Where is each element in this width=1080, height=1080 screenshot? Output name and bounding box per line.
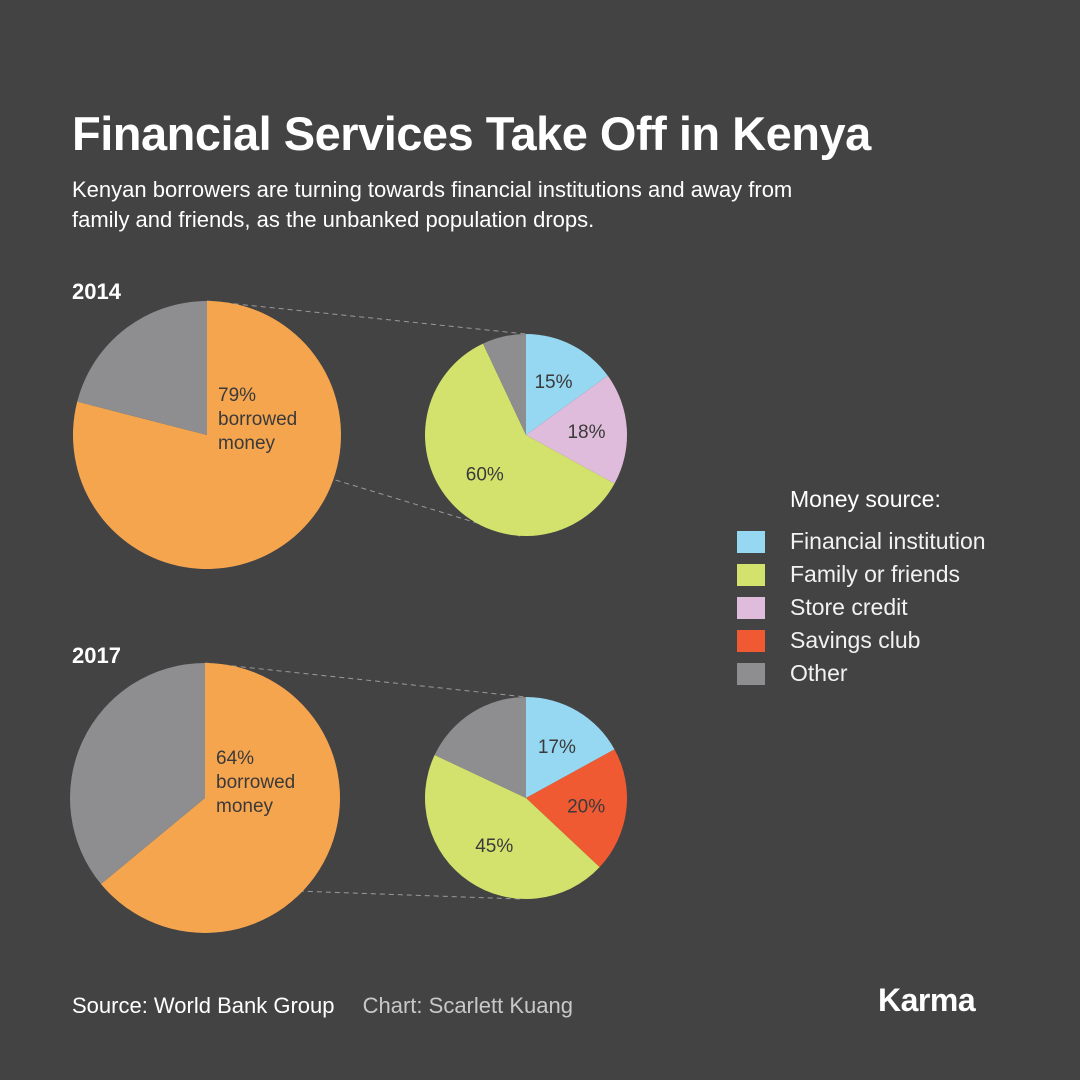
connector-line xyxy=(100,883,521,900)
legend-item-store-credit: Store credit xyxy=(737,591,1057,624)
footer: Source: World Bank Group Chart: Scarlett… xyxy=(72,993,573,1019)
breakdown-label-family-or-friends-2017: 45% xyxy=(475,836,513,857)
breakdown-label-financial-institution-2017: 17% xyxy=(538,737,576,758)
breakdown-slice-other-2017 xyxy=(434,697,526,798)
legend-label: Store credit xyxy=(790,594,908,620)
breakdown-label-family-or-friends-2014: 60% xyxy=(466,465,504,486)
breakdown-label-financial-institution-2014: 15% xyxy=(534,372,572,393)
legend-swatch xyxy=(737,530,765,553)
chart-subtitle: Kenyan borrowers are turning towards fin… xyxy=(72,177,793,232)
source-note: Source: World Bank Group xyxy=(72,993,335,1018)
chart-title: Financial Services Take Off in Kenya xyxy=(72,107,871,160)
legend-item-savings-club: Savings club xyxy=(737,624,1057,657)
breakdown-slice-financial-institution-2014 xyxy=(526,334,608,435)
borrowed-slice-2014 xyxy=(72,301,341,569)
borrowed-label-2017: 64% borrowed money xyxy=(216,748,295,817)
legend-item-other: Other xyxy=(737,657,1057,690)
borrowed-slice-2017 xyxy=(100,663,340,934)
legend: Money source: Financial institution Fami… xyxy=(737,486,1057,690)
breakdown-label-savings-club-2017: 20% xyxy=(567,797,605,818)
breakdown-slice-family-or-friends-2017 xyxy=(424,754,600,900)
not-borrowed-slice-2014 xyxy=(77,301,207,435)
legend-label: Savings club xyxy=(790,627,921,653)
breakdown-slice-other-2014 xyxy=(482,334,526,435)
legend-swatch xyxy=(737,662,765,685)
not-borrowed-slice-2017 xyxy=(70,662,205,885)
year-label-2017: 2017 xyxy=(72,643,121,668)
legend-label: Family or friends xyxy=(790,561,960,587)
breakdown-slice-store-credit-2014 xyxy=(526,375,627,484)
breakdown-slice-financial-institution-2017 xyxy=(526,697,615,798)
year-label-2014: 2014 xyxy=(72,279,122,304)
legend-label: Financial institution xyxy=(790,528,986,554)
legend-item-financial-institution: Financial institution xyxy=(737,525,1057,558)
legend-swatch xyxy=(737,563,765,586)
legend-item-family-or-friends: Family or friends xyxy=(737,558,1057,591)
legend-label: Other xyxy=(790,660,848,686)
legend-swatch xyxy=(737,629,765,652)
breakdown-label-store-credit-2014: 18% xyxy=(567,422,605,443)
chart-credit: Chart: Scarlett Kuang xyxy=(362,993,573,1018)
borrowed-label-2014: 79% borrowed money xyxy=(218,385,297,454)
legend-title: Money source: xyxy=(790,486,941,512)
legend-swatch xyxy=(737,596,765,619)
breakdown-slice-family-or-friends-2014 xyxy=(425,343,615,536)
brand-logo: Karma xyxy=(878,982,976,1018)
breakdown-slice-savings-club-2017 xyxy=(526,749,627,868)
